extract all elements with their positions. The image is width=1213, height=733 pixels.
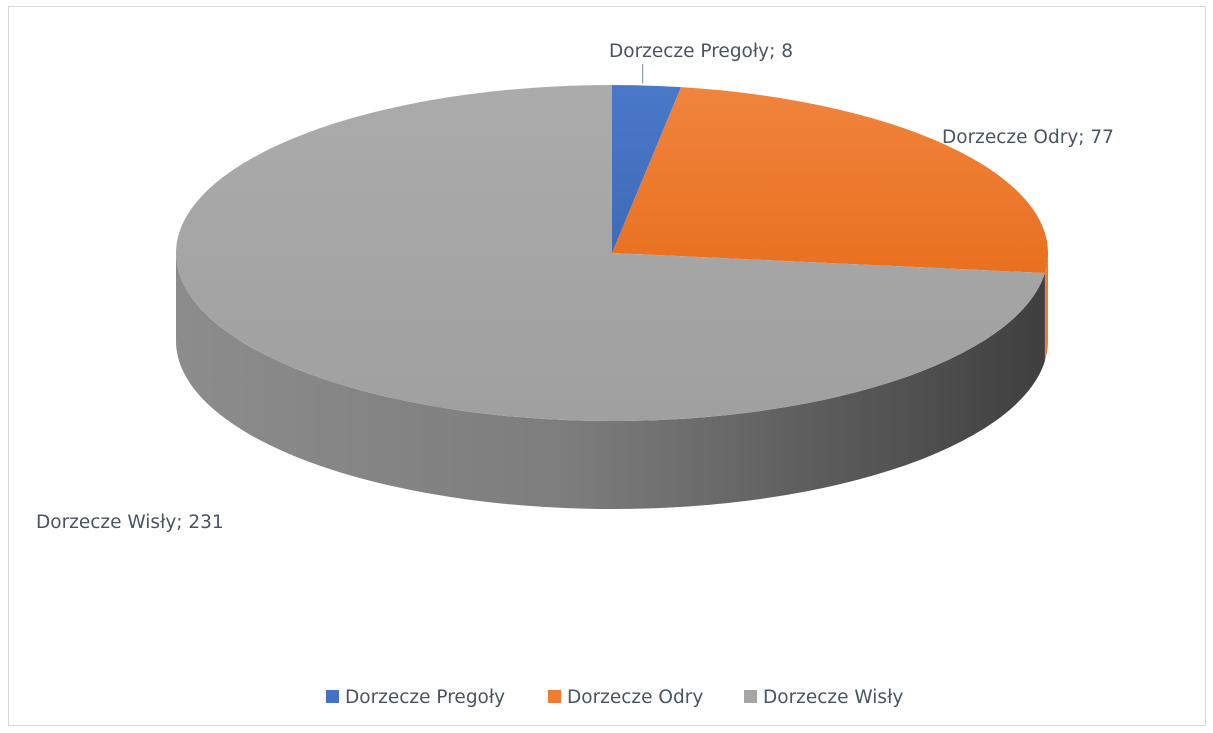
- legend-label-wisla: Dorzecze Wisły: [763, 687, 903, 708]
- legend-swatch-pregola: [326, 690, 339, 703]
- pie-slices: [176, 85, 1048, 421]
- legend-label-odra: Dorzecze Odry: [567, 687, 703, 708]
- legend: Dorzecze Pregoły Dorzecze Odry Dorzecze Wi…: [326, 687, 903, 708]
- legend-label-pregola: Dorzecze Pregoły: [345, 687, 505, 708]
- data-label-odra: Dorzecze Odry; 77: [942, 127, 1114, 148]
- pie-slice-odra: [612, 87, 1048, 273]
- data-label-pregola: Dorzecze Pregoły; 8: [609, 41, 793, 62]
- legend-swatch-wisla: [744, 690, 757, 703]
- data-label-wisla: Dorzecze Wisły; 231: [36, 512, 224, 533]
- legend-swatch-odra: [548, 690, 561, 703]
